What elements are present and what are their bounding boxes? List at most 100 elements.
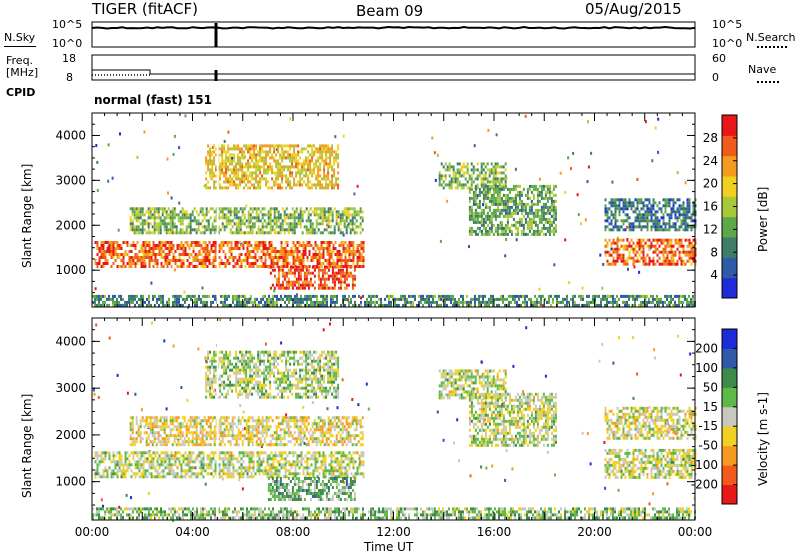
power-noise-cell bbox=[439, 239, 442, 243]
power-data-cell bbox=[205, 219, 208, 223]
power-data-cell bbox=[494, 177, 497, 181]
power-data-cell bbox=[598, 294, 600, 298]
power-data-cell bbox=[299, 286, 302, 290]
power-data-cell bbox=[219, 171, 222, 175]
power-data-cell bbox=[328, 256, 331, 259]
power-data-cell bbox=[474, 232, 477, 236]
power-data-cell bbox=[317, 171, 320, 175]
power-data-cell bbox=[311, 283, 314, 287]
power-data-cell bbox=[306, 244, 309, 247]
power-data-cell bbox=[262, 297, 264, 301]
power-data-cell bbox=[432, 300, 434, 304]
velocity-data-cell bbox=[98, 460, 101, 464]
power-data-cell bbox=[281, 147, 284, 151]
power-data-cell bbox=[307, 280, 310, 284]
power-data-cell bbox=[484, 217, 487, 221]
power-data-cell bbox=[638, 213, 641, 217]
power-data-cell bbox=[316, 256, 319, 259]
power-data-cell bbox=[606, 225, 609, 229]
power-data-cell bbox=[470, 196, 473, 200]
power-data-cell bbox=[139, 231, 142, 235]
power-data-cell bbox=[632, 256, 635, 260]
power-data-cell bbox=[238, 247, 241, 250]
power-data-cell bbox=[317, 177, 320, 181]
power-data-cell bbox=[292, 256, 295, 259]
power-data-cell bbox=[180, 247, 183, 250]
power-data-cell bbox=[504, 196, 507, 200]
power-data-cell bbox=[526, 193, 529, 197]
power-data-cell bbox=[180, 303, 182, 307]
power-data-cell bbox=[532, 193, 535, 197]
power-data-cell bbox=[347, 222, 350, 226]
power-data-cell bbox=[522, 229, 525, 233]
power-data-cell bbox=[353, 216, 356, 220]
power-data-cell bbox=[149, 210, 152, 214]
power-data-cell bbox=[520, 220, 523, 224]
power-data-cell bbox=[277, 165, 280, 169]
power-data-cell bbox=[342, 241, 345, 244]
power-data-cell bbox=[337, 271, 340, 275]
power-data-cell bbox=[317, 150, 320, 154]
power-data-cell bbox=[205, 207, 208, 211]
power-data-cell bbox=[265, 183, 268, 187]
power-data-cell bbox=[227, 207, 230, 211]
power-data-cell bbox=[646, 303, 648, 307]
power-data-cell bbox=[656, 294, 658, 298]
power-data-cell bbox=[690, 216, 693, 220]
power-data-cell bbox=[129, 216, 132, 220]
power-data-cell bbox=[120, 297, 122, 301]
power-data-cell bbox=[408, 300, 410, 304]
power-data-cell bbox=[616, 256, 619, 260]
power-data-cell bbox=[348, 300, 350, 304]
power-data-cell bbox=[225, 180, 228, 184]
power-data-cell bbox=[480, 232, 483, 236]
power-data-cell bbox=[624, 228, 627, 232]
power-data-cell bbox=[137, 225, 140, 229]
power-data-cell bbox=[168, 250, 171, 253]
velocity-data-cell bbox=[112, 472, 115, 476]
power-data-cell bbox=[319, 207, 322, 211]
power-data-cell bbox=[458, 180, 461, 184]
power-data-cell bbox=[301, 265, 304, 269]
power-data-cell bbox=[444, 297, 446, 301]
power-data-cell bbox=[259, 180, 262, 184]
power-data-cell bbox=[100, 253, 103, 256]
power-data-cell bbox=[484, 229, 487, 233]
power-data-cell bbox=[504, 174, 507, 178]
power-data-cell bbox=[300, 262, 303, 265]
power-data-cell bbox=[146, 303, 148, 307]
power-data-cell bbox=[229, 162, 232, 166]
power-data-cell bbox=[320, 265, 323, 268]
power-data-cell bbox=[688, 198, 691, 202]
power-data-cell bbox=[692, 204, 695, 208]
power-data-cell bbox=[257, 180, 260, 184]
power-data-cell bbox=[317, 165, 320, 169]
power-data-cell bbox=[524, 208, 527, 212]
power-data-cell bbox=[552, 300, 554, 304]
power-data-cell bbox=[518, 202, 521, 206]
power-data-cell bbox=[522, 205, 525, 209]
power-data-cell bbox=[331, 219, 334, 223]
power-data-cell bbox=[480, 229, 483, 233]
power-data-cell bbox=[484, 196, 487, 200]
power-data-cell bbox=[572, 303, 574, 307]
power-data-cell bbox=[210, 247, 213, 250]
power-data-cell bbox=[672, 225, 675, 229]
power-data-cell bbox=[297, 277, 300, 281]
velocity-noise-cell bbox=[212, 512, 215, 516]
power-data-cell bbox=[206, 244, 209, 247]
power-data-cell bbox=[452, 168, 455, 172]
power-data-cell bbox=[484, 232, 487, 236]
power-data-cell bbox=[177, 219, 180, 223]
power-data-cell bbox=[245, 147, 248, 151]
velocity-noise-cell bbox=[581, 431, 584, 435]
power-data-cell bbox=[193, 207, 196, 211]
power-data-cell bbox=[100, 241, 103, 244]
power-data-cell bbox=[251, 231, 254, 235]
power-data-cell bbox=[488, 180, 491, 184]
power-data-cell bbox=[636, 256, 639, 260]
power-data-cell bbox=[160, 250, 163, 253]
power-colorbar-tick-label: 8 bbox=[710, 245, 718, 259]
power-data-cell bbox=[540, 187, 543, 191]
power-data-cell bbox=[556, 297, 558, 301]
